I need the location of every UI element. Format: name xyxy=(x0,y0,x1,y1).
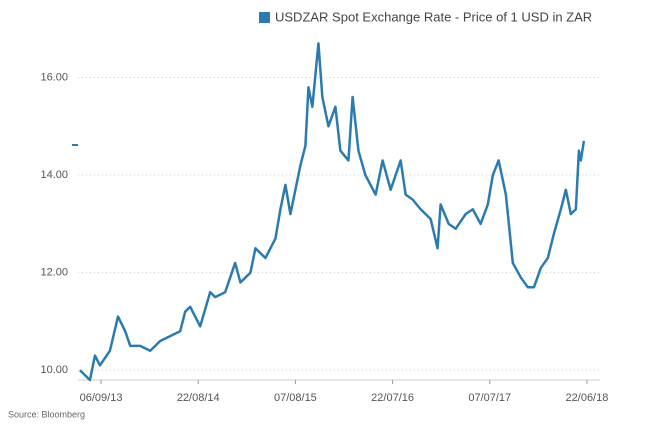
x-tick-label: 22/06/18 xyxy=(566,392,609,404)
x-tick-label: 22/07/16 xyxy=(371,392,414,404)
x-tick-label: 07/07/17 xyxy=(468,392,511,404)
legend-swatch xyxy=(259,12,270,23)
x-tick-label: 22/08/14 xyxy=(177,392,220,404)
x-tick-label: 06/09/13 xyxy=(80,392,123,404)
y-tick-label: 16.00 xyxy=(40,71,68,83)
series-line xyxy=(79,42,586,382)
y-tick-label: 14.00 xyxy=(40,169,68,181)
y-tick-label: 10.00 xyxy=(40,364,68,376)
legend-label: USDZAR Spot Exchange Rate - Price of 1 U… xyxy=(275,9,592,24)
x-tick-label: 07/08/15 xyxy=(274,392,317,404)
y-tick-label: 12.00 xyxy=(40,267,68,279)
source: Source: Bloomberg xyxy=(8,409,85,419)
